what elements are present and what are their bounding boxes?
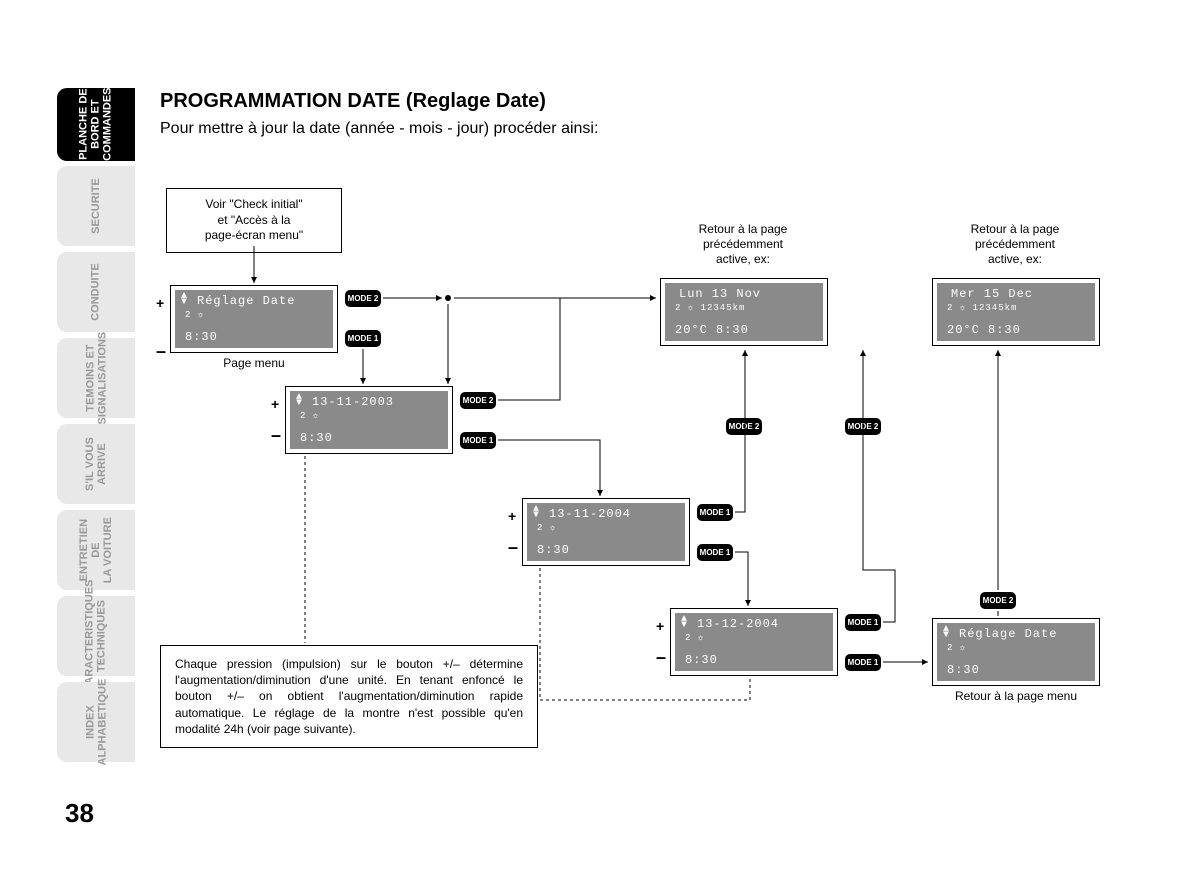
display-2: ▲▼ 13-11-2003 2 ☼ 8:30 <box>285 386 453 454</box>
display-1: ▲▼ Réglage Date 2 ☼ 8:30 <box>170 285 338 353</box>
mode1-badge: MODE 1 <box>697 504 733 521</box>
caption-retour-prec-2: Retour à la page précédemment active, ex… <box>927 222 1103 267</box>
display-4: ▲▼ 13-12-2004 2 ☼ 8:30 <box>670 608 838 676</box>
display-5: Lun 13 Nov 2 ☼ 12345km 20°C 8:30 <box>660 278 828 346</box>
nav-tab[interactable]: ENTRETIEN DE LA VOITURE <box>57 510 135 590</box>
minus-icon: – <box>656 647 666 668</box>
mode1-badge: MODE 1 <box>345 330 381 347</box>
nav-tab[interactable]: S'IL VOUS ARRIVE <box>57 424 135 504</box>
minus-icon: – <box>271 425 281 446</box>
nav-tab[interactable]: SECURITE <box>57 166 135 246</box>
mode1-badge: MODE 1 <box>845 654 881 671</box>
minus-icon: – <box>508 537 518 558</box>
mode1-badge: MODE 1 <box>697 544 733 561</box>
mode1-badge: MODE 1 <box>460 432 496 449</box>
page-subtitle: Pour mettre à jour la date (année - mois… <box>160 120 598 138</box>
mode2-badge: MODE 2 <box>726 418 762 435</box>
plus-icon: + <box>508 508 516 524</box>
display-6: Mer 15 Dec 2 ☼ 12345km 20°C 8:30 <box>932 278 1100 346</box>
minus-icon: – <box>156 341 166 362</box>
mode2-badge: MODE 2 <box>845 418 881 435</box>
mode2-badge: MODE 2 <box>345 290 381 307</box>
caption-retour-prec-1: Retour à la page précédemment active, ex… <box>655 222 831 267</box>
plus-icon: + <box>271 396 279 412</box>
plus-icon: + <box>156 295 164 311</box>
display-7: ▲▼ Réglage Date 2 ☼ 8:30 <box>932 618 1100 686</box>
intro-note: Voir "Check initial" et "Accès à la page… <box>166 188 342 253</box>
caption-page-menu: Page menu <box>170 356 338 370</box>
nav-tab[interactable]: PLANCHE DE BORD ET COMMANDES <box>57 88 135 161</box>
caption-retour-menu: Retour à la page menu <box>932 689 1100 703</box>
mode2-badge: MODE 2 <box>460 392 496 409</box>
nav-tab[interactable]: TEMOINS ET SIGNALISATIONS <box>57 338 135 418</box>
body-note: Chaque pression (impulsion) sur le bouto… <box>160 645 538 748</box>
mode1-badge: MODE 1 <box>845 614 881 631</box>
display-3: ▲▼ 13-11-2004 2 ☼ 8:30 <box>522 498 690 566</box>
page-number: 38 <box>65 798 94 829</box>
nav-tab[interactable]: CONDUITE <box>57 252 135 332</box>
nav-tab[interactable]: CARACTERISTIQUES TECHNIQUES <box>57 596 135 676</box>
nav-tab[interactable]: INDEX ALPHABETIQUE <box>57 682 135 762</box>
page-title: PROGRAMMATION DATE (Reglage Date) <box>160 90 546 113</box>
mode2-badge: MODE 2 <box>980 592 1016 609</box>
plus-icon: + <box>656 618 664 634</box>
